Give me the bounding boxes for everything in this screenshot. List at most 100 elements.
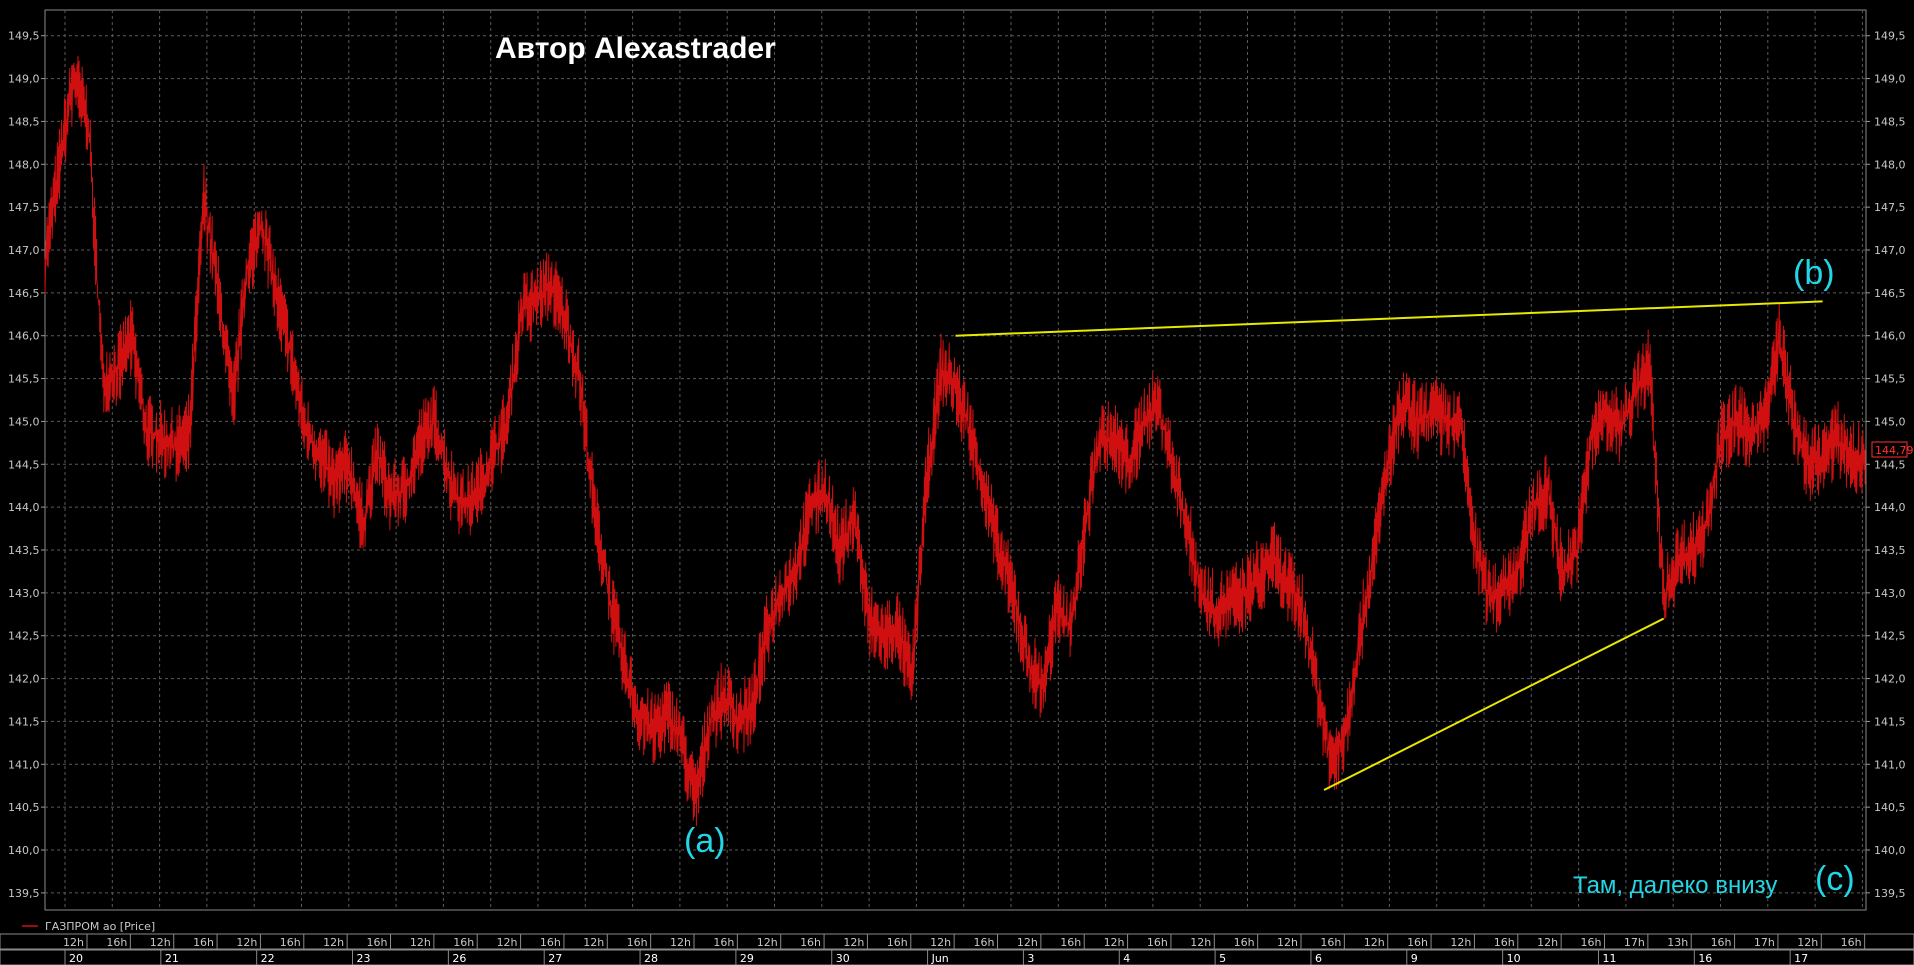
time-label: 12h: [63, 936, 84, 949]
y-tick-label-right: 143,0: [1874, 587, 1906, 600]
time-label: 16h: [1147, 936, 1168, 949]
y-tick-label-left: 144,5: [8, 458, 40, 471]
date-label: 22: [261, 952, 275, 965]
time-label: 16h: [540, 936, 561, 949]
time-label: 12h: [323, 936, 344, 949]
time-label: 16h: [627, 936, 648, 949]
time-label: 16h: [1581, 936, 1602, 949]
y-tick-label-right: 144,0: [1874, 501, 1906, 514]
date-label: 16: [1698, 952, 1712, 965]
time-label: 12h: [410, 936, 431, 949]
y-tick-label-left: 139,5: [8, 887, 40, 900]
y-tick-label-right: 142,0: [1874, 673, 1906, 686]
date-axis-band: [0, 949, 1914, 965]
time-label: 12h: [757, 936, 778, 949]
time-label: 16h: [1841, 936, 1862, 949]
y-tick-label-right: 141,0: [1874, 758, 1906, 771]
time-label: 16h: [367, 936, 388, 949]
time-label: 12h: [1797, 936, 1818, 949]
trendline-1: [1323, 617, 1665, 791]
date-label: 17: [1794, 952, 1808, 965]
y-tick-label-right: 146,5: [1874, 287, 1906, 300]
plot-area: [44, 55, 1866, 827]
y-tick-label-right: 147,5: [1874, 201, 1906, 214]
y-tick-label-left: 143,5: [8, 544, 40, 557]
y-tick-label-right: 142,5: [1874, 630, 1906, 643]
date-label: 27: [548, 952, 562, 965]
date-label: 29: [740, 952, 754, 965]
date-label: 10: [1507, 952, 1521, 965]
date-label: 3: [1027, 952, 1034, 965]
date-label: Jun: [931, 952, 949, 965]
time-label: 16h: [800, 936, 821, 949]
time-label: 12h: [670, 936, 691, 949]
y-tick-label-left: 140,0: [8, 844, 40, 857]
time-label: 16h: [1234, 936, 1255, 949]
y-tick-label-right: 145,0: [1874, 415, 1906, 428]
y-tick-label-left: 145,5: [8, 373, 40, 386]
time-label: 16h: [1060, 936, 1081, 949]
date-label: 6: [1315, 952, 1322, 965]
time-label: 12h: [1277, 936, 1298, 949]
time-label: 16h: [106, 936, 127, 949]
annotation-b: (b): [1793, 254, 1835, 292]
date-label: 4: [1123, 952, 1130, 965]
y-tick-label-left: 144,0: [8, 501, 40, 514]
y-tick-label-left: 143,0: [8, 587, 40, 600]
y-tick-label-right: 139,5: [1874, 887, 1906, 900]
legend-label: ГАЗПРОМ ао [Price]: [45, 920, 155, 933]
time-label: 12h: [1450, 936, 1471, 949]
date-label: 30: [836, 952, 850, 965]
y-tick-label-left: 149,0: [8, 73, 40, 86]
last-value-label: 144,79: [1875, 444, 1914, 457]
date-label: 28: [644, 952, 658, 965]
y-tick-label-right: 140,0: [1874, 844, 1906, 857]
time-label: 16h: [1320, 936, 1341, 949]
time-label: 16h: [887, 936, 908, 949]
time-axis-band: [0, 933, 1914, 950]
date-label: 9: [1411, 952, 1418, 965]
trendlines: [955, 300, 1823, 791]
y-tick-label-right: 141,5: [1874, 715, 1906, 728]
time-label: 16h: [193, 936, 214, 949]
y-tick-label-right: 145,5: [1874, 373, 1906, 386]
plot-frame: [44, 9, 1867, 911]
legend: ГАЗПРОМ ао [Price]: [22, 920, 155, 933]
y-tick-label-left: 142,0: [8, 673, 40, 686]
date-label: 20: [69, 952, 83, 965]
last-value-marker: 144,79: [1871, 441, 1914, 458]
y-tick-label-left: 146,0: [8, 330, 40, 343]
date-axis: 20 21 22 23 26 27 28 29 30 Jun 3 4 5 6 9 10 11 16 17: [0, 949, 1914, 965]
y-tick-label-left: 141,5: [8, 715, 40, 728]
time-label: 16h: [1407, 936, 1428, 949]
time-label: 16h: [713, 936, 734, 949]
y-tick-label-left: 147,0: [8, 244, 40, 257]
time-label: 16h: [1711, 936, 1732, 949]
annotation-c: (c): [1815, 860, 1855, 898]
y-tick-label-left: 141,0: [8, 758, 40, 771]
time-label: 16h: [974, 936, 995, 949]
time-label: 12h: [1537, 936, 1558, 949]
time-label: 12h: [1017, 936, 1038, 949]
y-tick-label-right: 149,5: [1874, 30, 1906, 43]
chart-title: Автор Alexastrader: [495, 32, 776, 65]
y-tick-label-left: 149,5: [8, 30, 40, 43]
time-label: 12h: [1190, 936, 1211, 949]
time-label: 12h: [497, 936, 518, 949]
y-axis-right: 139,5 140,0 140,5 141,0 141,5 142,0 142,5 143,0…: [1866, 30, 1906, 900]
date-label: 23: [357, 952, 371, 965]
last-value-box: [1871, 441, 1908, 458]
y-tick-label-right: 149,0: [1874, 73, 1906, 86]
y-tick-label-right: 148,0: [1874, 158, 1906, 171]
y-tick-label-left: 146,5: [8, 287, 40, 300]
trendline-0: [955, 300, 1823, 337]
time-label: 12h: [930, 936, 951, 949]
time-label: 16h: [280, 936, 301, 949]
date-label: 21: [165, 952, 179, 965]
y-tick-label-right: 140,5: [1874, 801, 1906, 814]
time-label: 13h: [1667, 936, 1688, 949]
y-tick-label-right: 147,0: [1874, 244, 1906, 257]
date-label: 11: [1602, 952, 1616, 965]
y-tick-label-right: 146,0: [1874, 330, 1906, 343]
